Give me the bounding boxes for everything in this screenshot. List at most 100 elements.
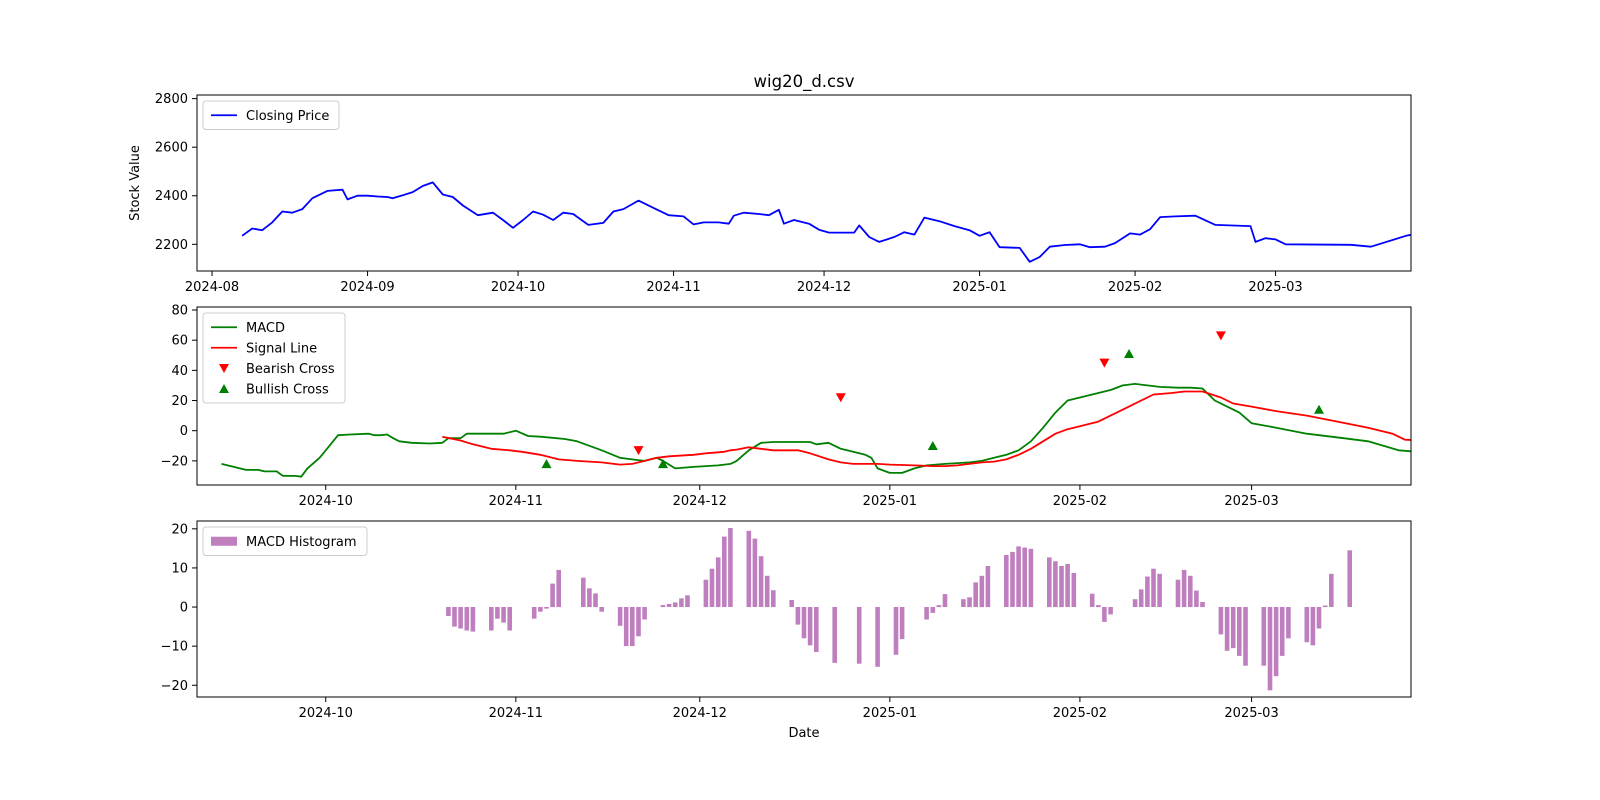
bearish-cross-marker xyxy=(633,446,644,456)
bullish-cross-marker xyxy=(541,459,552,469)
bearish-cross-marker xyxy=(835,393,846,403)
histogram-bar xyxy=(1059,566,1064,608)
histogram-bar xyxy=(1243,607,1248,666)
y-tick-label: 2400 xyxy=(155,189,188,204)
histogram-bar xyxy=(470,607,476,632)
histogram-bar xyxy=(1279,607,1285,656)
x-tick-label: 2024-11 xyxy=(489,706,543,721)
histogram-bar xyxy=(1230,607,1236,649)
macd-legend: MACD Signal Line Bearish Cross Bullish Cros… xyxy=(202,312,346,404)
histogram-bar xyxy=(599,607,604,612)
bullish-cross-marker xyxy=(1124,349,1134,358)
histogram-plot-area xyxy=(446,528,1352,691)
histogram-bar xyxy=(807,607,813,646)
price-panel: 2024-08 2024-09 2024-10 2024-11 2024-12 2025-… xyxy=(128,92,1412,295)
legend-label: Closing Price xyxy=(246,109,329,124)
histogram-bar xyxy=(452,607,457,627)
histogram-bar xyxy=(1175,579,1181,608)
histogram-bar xyxy=(771,590,776,607)
histogram-bar xyxy=(722,536,727,607)
legend-label: MACD xyxy=(246,321,285,336)
histogram-bar xyxy=(703,579,709,608)
histogram-bar xyxy=(642,607,647,620)
x-tick-label: 2024-12 xyxy=(673,706,727,721)
histogram-bar xyxy=(617,607,623,626)
histogram-bar xyxy=(1047,557,1052,608)
histogram-bar xyxy=(1108,607,1113,615)
histogram-bar xyxy=(715,557,721,608)
histogram-bar xyxy=(1065,564,1070,607)
histogram-bar xyxy=(1267,607,1273,691)
histogram-bar xyxy=(489,607,494,631)
histogram-panel: 2024-10 2024-11 2024-12 2025-01 2025-02 2025-… xyxy=(161,520,1412,741)
histogram-bar xyxy=(1004,555,1009,607)
histogram-bar xyxy=(587,588,592,608)
x-tick-label: 2025-02 xyxy=(1053,706,1107,721)
histogram-bar xyxy=(666,603,672,607)
histogram-bar xyxy=(752,538,758,607)
x-tick-label: 2025-02 xyxy=(1108,280,1162,295)
histogram-bar xyxy=(1089,593,1095,607)
histogram-bar xyxy=(1261,607,1267,666)
histogram-bar xyxy=(672,602,678,608)
bearish-cross-marker xyxy=(1215,331,1226,341)
macd-panel: 2024-10 2024-11 2024-12 2025-01 2025-02 2025-… xyxy=(161,304,1412,509)
y-axis-label: Stock Value xyxy=(128,145,143,221)
histogram-bar xyxy=(1028,548,1034,608)
histogram-bar xyxy=(1151,568,1156,607)
histogram-bar xyxy=(1237,607,1242,656)
histogram-bar xyxy=(1316,607,1322,629)
x-tick-label: 2025-01 xyxy=(863,706,917,721)
histogram-bar xyxy=(1145,576,1150,607)
histogram-bar xyxy=(930,607,936,613)
legend-marker-swatch xyxy=(219,364,229,373)
histogram-bar xyxy=(593,593,598,608)
histogram-bar xyxy=(1310,607,1316,646)
y-tick-label: 60 xyxy=(171,334,188,349)
histogram-bar xyxy=(1218,607,1224,635)
histogram-bar xyxy=(507,607,512,631)
closing-price-line xyxy=(241,181,1411,263)
bearish-cross-marker xyxy=(1099,358,1110,368)
histogram-bar xyxy=(1022,547,1027,607)
histogram-bar xyxy=(795,607,801,625)
histogram-bar xyxy=(1188,575,1193,608)
legend-marker-swatch xyxy=(219,384,229,393)
x-tick-label: 2025-03 xyxy=(1224,706,1278,721)
histogram-bar xyxy=(495,607,500,619)
figure-title: wig20_d.csv xyxy=(754,72,855,92)
histogram-bar xyxy=(789,600,794,607)
histogram-bar xyxy=(924,607,929,620)
histogram-bar xyxy=(1102,607,1107,622)
histogram-bar xyxy=(550,583,555,608)
histogram-bar xyxy=(446,607,451,616)
x-tick-label: 2025-02 xyxy=(1053,494,1107,509)
histogram-bar xyxy=(856,607,862,664)
histogram-bar xyxy=(1010,551,1015,607)
x-tick-label: 2024-10 xyxy=(299,706,353,721)
histogram-bar xyxy=(942,594,948,607)
histogram-bar xyxy=(556,569,561,608)
y-tick-label: −20 xyxy=(161,679,188,694)
histogram-bar xyxy=(985,566,991,608)
histogram-bar xyxy=(1071,573,1077,607)
histogram-bar xyxy=(814,607,819,652)
x-tick-label: 2024-10 xyxy=(299,494,353,509)
histogram-bar xyxy=(758,556,764,607)
histogram-bar xyxy=(464,607,470,631)
histogram-bar xyxy=(1286,607,1291,639)
legend-label: Bearish Cross xyxy=(246,362,335,377)
legend-box xyxy=(202,312,346,404)
histogram-bar xyxy=(1016,546,1021,607)
histogram-bar xyxy=(967,597,972,608)
y-tick-label: 20 xyxy=(171,394,188,409)
histogram-bar xyxy=(581,577,586,607)
x-tick-label: 2024-12 xyxy=(797,280,851,295)
histogram-bar xyxy=(1181,569,1187,608)
histogram-bar xyxy=(973,582,978,607)
histogram-bar xyxy=(1322,605,1328,608)
signal-line-line xyxy=(442,390,1411,467)
histogram-bar xyxy=(630,607,635,647)
x-tick-label: 2025-03 xyxy=(1224,494,1278,509)
